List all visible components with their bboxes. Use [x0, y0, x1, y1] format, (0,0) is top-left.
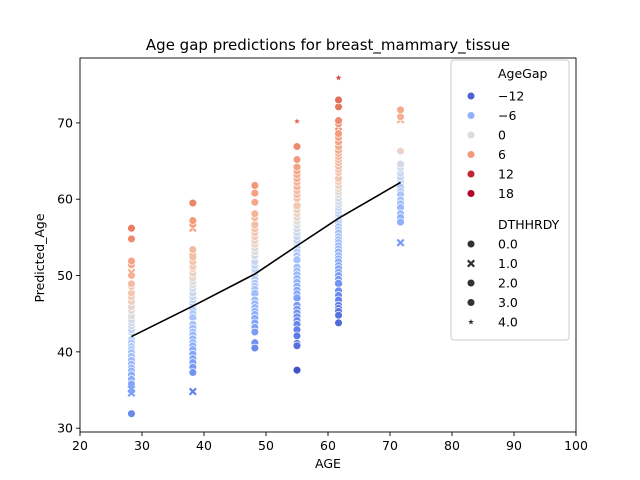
chart-title: Age gap predictions for breast_mammary_t…: [146, 36, 510, 55]
data-point: [292, 341, 302, 351]
data-point: [250, 343, 260, 353]
data-point: [292, 142, 302, 151]
data-point: [250, 209, 260, 218]
legend-style-marker: [466, 239, 476, 249]
data-point: [396, 238, 405, 247]
legend-style-label: 2.0: [498, 276, 518, 291]
x-tick-label: 80: [444, 438, 460, 453]
plot-area: [79, 57, 577, 433]
legend-style-title: DTHHRDY: [498, 217, 560, 232]
legend-hue-title: AgeGap: [498, 66, 548, 81]
legend-hue-items: −12 −6 0 6 12 18: [466, 89, 524, 201]
data-point: [334, 310, 343, 320]
data-point: [396, 217, 405, 227]
data-point: [294, 118, 300, 124]
legend-hue-label: 6: [498, 147, 506, 162]
legend-hue-marker: [466, 111, 476, 120]
legend-hue-label: −6: [498, 108, 516, 123]
legend-style-label: 0.0: [498, 237, 518, 252]
legend-style-marker: [466, 278, 476, 288]
data-point: [334, 318, 343, 328]
data-point: [396, 159, 405, 169]
legend-hue-marker: [466, 150, 476, 159]
y-axis: 30 40 50 60 70: [57, 115, 80, 436]
legend-hue-label: −12: [498, 89, 524, 104]
data-point: [127, 268, 136, 277]
x-tick-label: 40: [196, 438, 212, 453]
y-tick-label: 30: [57, 421, 73, 436]
legend-hue-marker: [466, 130, 476, 140]
legend-hue-marker: [466, 189, 476, 198]
data-point: [188, 387, 197, 396]
legend-style-label: 3.0: [498, 295, 518, 310]
data-point: [335, 74, 342, 81]
legend: AgeGap −12 −6 0 6 12 18 DTHHRDY 0.0 1.0 2.0 3.0 4…: [450, 59, 570, 341]
legend-hue-marker: [466, 91, 476, 101]
data-point: [127, 389, 136, 398]
legend-style-label: 1.0: [498, 256, 518, 271]
x-tick-label: 50: [258, 438, 274, 453]
legend-hue-label: 18: [498, 186, 514, 201]
data-point: [188, 368, 198, 377]
y-tick-label: 50: [57, 268, 73, 283]
legend-hue-marker: [466, 169, 476, 179]
x-tick-label: 60: [320, 438, 336, 453]
scatter-points: [127, 74, 405, 418]
data-point: [250, 327, 260, 337]
x-tick-label: 30: [134, 438, 150, 453]
data-point: [334, 95, 343, 105]
legend-style-items: 0.0 1.0 2.0 3.0 4.0: [466, 237, 518, 330]
data-point: [396, 146, 405, 156]
data-point: [250, 188, 260, 198]
data-point: [127, 279, 136, 289]
data-point: [127, 409, 136, 418]
legend-hue-label: 12: [498, 167, 514, 182]
x-axis-label: AGE: [315, 456, 341, 471]
data-point: [250, 198, 260, 207]
data-point: [127, 223, 136, 233]
legend-hue-label: 0: [498, 128, 506, 143]
legend-style-label: 4.0: [498, 315, 518, 330]
legend-style-marker: [467, 259, 475, 268]
legend-style-marker: [468, 319, 474, 325]
data-point: [292, 365, 302, 375]
y-tick-label: 60: [57, 192, 73, 207]
y-axis-label: Predicted_Age: [32, 213, 47, 302]
data-point: [188, 198, 198, 208]
data-point: [396, 105, 405, 115]
legend-frame: [450, 59, 570, 341]
x-tick-label: 90: [506, 438, 522, 453]
data-point: [334, 129, 343, 138]
x-axis: 20 30 40 50 60 70 80 90 100: [72, 432, 588, 453]
x-tick-label: 70: [382, 438, 398, 453]
y-tick-label: 70: [57, 115, 73, 130]
data-point: [188, 245, 198, 254]
data-point: [334, 116, 343, 125]
y-tick-label: 40: [57, 344, 73, 359]
x-tick-label: 100: [564, 438, 588, 453]
data-point: [188, 216, 198, 225]
data-point: [127, 256, 136, 266]
data-point: [292, 155, 302, 164]
data-point: [127, 234, 136, 244]
x-tick-label: 20: [72, 438, 88, 453]
data-point: [292, 162, 302, 172]
legend-style-marker: [466, 298, 476, 307]
trend-line: [131, 181, 401, 338]
data-point: [292, 331, 302, 341]
data-point: [250, 181, 260, 190]
